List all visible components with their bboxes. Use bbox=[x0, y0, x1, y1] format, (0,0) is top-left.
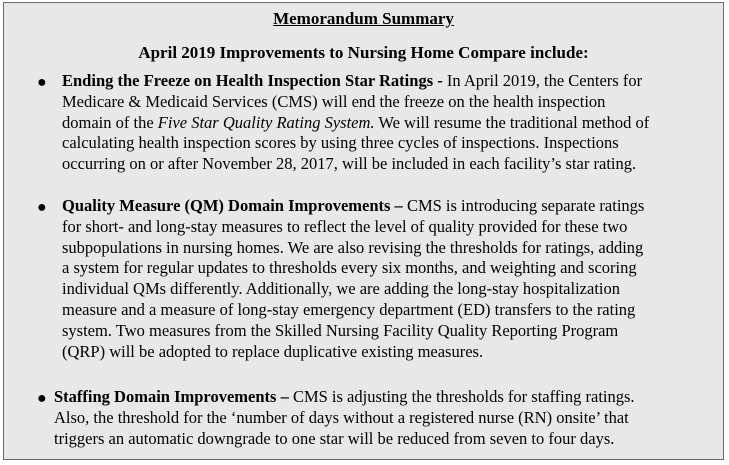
bullet-lead: Quality Measure (QM) Domain Improvements… bbox=[62, 196, 403, 215]
bullet-health-inspection: Ending the Freeze on Health Inspection S… bbox=[62, 71, 650, 174]
bullet-lead: Staffing Domain Improvements – bbox=[54, 387, 289, 406]
system-name: Five Star Quality Rating System. bbox=[157, 112, 375, 132]
bullet-icon: ● bbox=[37, 74, 47, 91]
memo-title: Memorandum Summary bbox=[273, 9, 454, 28]
memorandum-summary-box: Memorandum Summary April 2019 Improvemen… bbox=[3, 2, 724, 460]
bullet-icon: ● bbox=[37, 199, 47, 216]
memo-heading: April 2019 Improvements to Nursing Home … bbox=[138, 43, 589, 62]
bullet-staffing-domain: Staffing Domain Improvements – CMS is ad… bbox=[54, 387, 635, 448]
bullet-lead: Ending the Freeze on Health Inspection S… bbox=[62, 71, 443, 90]
bullet-icon: ● bbox=[37, 390, 47, 407]
bullet-qm-domain: Quality Measure (QM) Domain Improvements… bbox=[62, 196, 645, 361]
